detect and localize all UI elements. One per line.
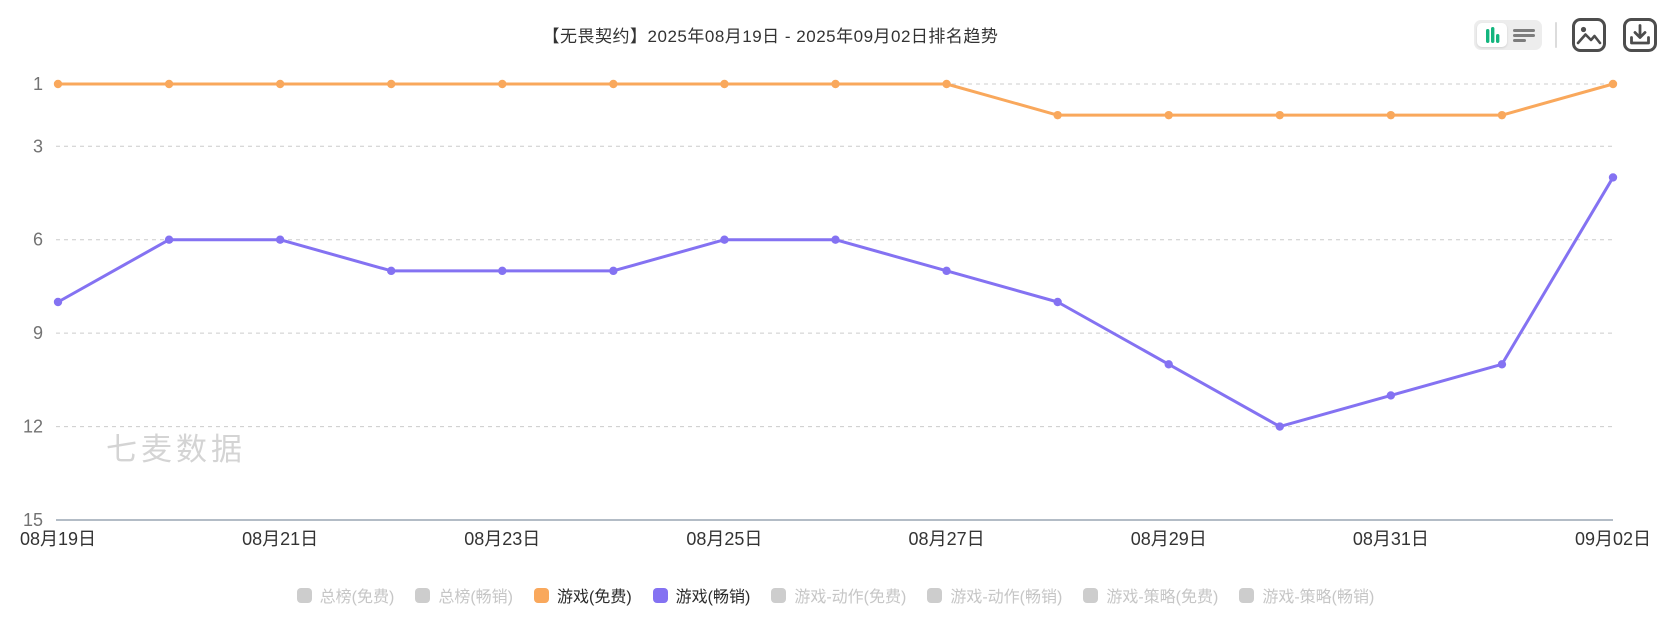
- x-axis-tick-label: 08月25日: [686, 529, 762, 549]
- data-point[interactable]: [1497, 360, 1507, 369]
- data-point[interactable]: [1275, 422, 1284, 431]
- legend-swatch: [534, 587, 549, 603]
- y-axis-tick-label: 6: [33, 230, 43, 250]
- legend-label: 总榜(免费): [319, 589, 395, 606]
- legend-item-4[interactable]: 游戏-动作(免费): [771, 583, 906, 607]
- image-icon: [1570, 16, 1608, 54]
- legend-swatch: [927, 587, 943, 603]
- chart-title: 【无畏契约】2025年08月19日 - 2025年09月02日排名趋势: [542, 27, 999, 46]
- legend-item-1[interactable]: 总榜(畅销): [415, 583, 513, 607]
- data-point[interactable]: [387, 79, 396, 89]
- data-point[interactable]: [831, 235, 840, 244]
- legend-item-2[interactable]: 游戏(免费): [534, 583, 632, 607]
- legend-swatch: [1083, 587, 1099, 603]
- data-point[interactable]: [609, 79, 618, 89]
- list-view-button[interactable]: [1509, 23, 1539, 47]
- data-point[interactable]: [164, 79, 174, 89]
- download-button[interactable]: [1621, 16, 1659, 54]
- series-line: [56, 175, 1615, 429]
- y-axis-tick-label: 15: [23, 510, 43, 530]
- data-point[interactable]: [942, 266, 951, 276]
- chart-toolbar: [1474, 14, 1659, 56]
- x-axis-tick-label: 08月21日: [242, 529, 318, 549]
- x-axis-tick-label: 08月23日: [464, 529, 540, 549]
- legend-swatch: [415, 587, 431, 603]
- data-point[interactable]: [1053, 110, 1062, 120]
- data-point[interactable]: [387, 266, 396, 276]
- legend-item-6[interactable]: 游戏-策略(免费): [1083, 583, 1218, 607]
- chart-view-button[interactable]: [1477, 23, 1507, 47]
- legend-swatch: [771, 587, 787, 603]
- bar-chart-icon: [1480, 23, 1504, 47]
- toolbar-divider: [1555, 22, 1557, 48]
- data-point[interactable]: [720, 235, 729, 244]
- data-point[interactable]: [942, 79, 951, 89]
- legend-label: 游戏-策略(畅销): [1262, 589, 1375, 606]
- x-axis-tick-label: 08月31日: [1353, 529, 1429, 549]
- data-point[interactable]: [1164, 360, 1173, 369]
- legend-item-3[interactable]: 游戏(畅销): [652, 583, 751, 607]
- legend-swatch: [296, 587, 312, 603]
- legend-item-5[interactable]: 游戏-动作(畅销): [927, 583, 1062, 607]
- legend-label: 游戏-动作(免费): [794, 589, 907, 606]
- list-icon: [1512, 23, 1536, 47]
- legend-label: 游戏-策略(免费): [1106, 589, 1219, 606]
- data-point[interactable]: [498, 266, 507, 276]
- y-axis-tick-label: 3: [33, 136, 43, 156]
- data-point[interactable]: [609, 266, 618, 276]
- y-axis-tick-label: 12: [23, 417, 43, 437]
- data-point[interactable]: [164, 235, 174, 244]
- legend-swatch: [652, 587, 668, 603]
- data-point[interactable]: [1608, 173, 1618, 182]
- data-point[interactable]: [498, 79, 507, 89]
- data-point[interactable]: [275, 79, 285, 89]
- legend-label: 游戏-动作(畅销): [950, 589, 1063, 606]
- legend-swatch: [1239, 587, 1255, 603]
- data-point[interactable]: [53, 297, 63, 307]
- data-point[interactable]: [1275, 110, 1284, 120]
- chart-legend: 总榜(免费) 总榜(畅销) 游戏(免费) 游戏(畅销) 游戏-动作(免费) 游戏-动作(畅…: [0, 583, 1671, 607]
- data-point[interactable]: [1386, 110, 1396, 120]
- export-image-button[interactable]: [1570, 16, 1608, 54]
- x-axis-tick-label: 08月27日: [909, 529, 985, 549]
- data-point[interactable]: [1608, 79, 1618, 89]
- data-point[interactable]: [1497, 110, 1507, 120]
- legend-label: 游戏(免费): [557, 589, 632, 606]
- data-point[interactable]: [831, 79, 840, 89]
- legend-label: 游戏(畅销): [675, 589, 751, 606]
- x-axis-tick-label: 08月29日: [1131, 529, 1207, 549]
- series-line: [56, 82, 1615, 117]
- data-point[interactable]: [1386, 391, 1396, 400]
- legend-item-7[interactable]: 游戏-策略(畅销): [1239, 583, 1374, 607]
- download-icon: [1621, 16, 1659, 54]
- data-point[interactable]: [1164, 110, 1173, 120]
- data-point[interactable]: [1053, 297, 1062, 307]
- y-axis-tick-label: 1: [33, 74, 43, 94]
- legend-label: 总榜(畅销): [438, 589, 513, 606]
- data-point[interactable]: [720, 79, 729, 89]
- x-axis-tick-label: 09月02日: [1575, 529, 1651, 549]
- data-point[interactable]: [275, 235, 285, 244]
- x-axis-tick-label: 08月19日: [20, 529, 96, 549]
- view-toggle: [1474, 20, 1542, 50]
- legend-item-0[interactable]: 总榜(免费): [296, 583, 395, 607]
- y-axis-tick-label: 9: [33, 323, 43, 343]
- watermark: 七麦数据: [106, 432, 246, 467]
- data-point[interactable]: [53, 79, 63, 89]
